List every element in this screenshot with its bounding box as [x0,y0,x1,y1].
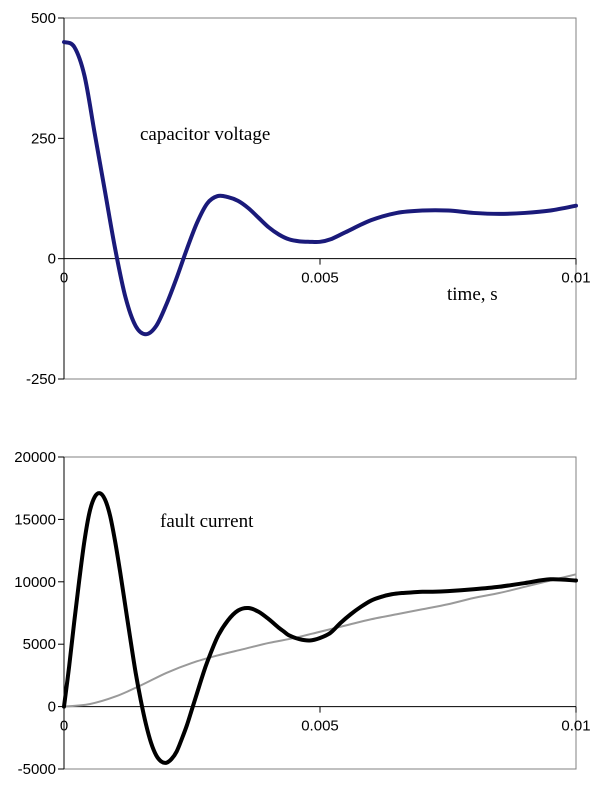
series-line-fault-current [62,491,578,765]
y-tick-label: -250 [26,371,56,388]
y-tick-label: 500 [31,10,56,27]
series-line-capacitor-voltage [62,40,578,337]
fault-current-chart: 20000 15000 10000 5000 0 -5000 0 0.005 0.01 fau… [14,449,590,778]
x-ticks: 0 0.005 0.01 [60,258,591,287]
y-tick-label: 0 [48,251,56,268]
y-tick-label: 0 [48,699,56,716]
x-tick-label: 0.005 [301,270,339,287]
x-tick-label: 0 [60,270,68,287]
x-tick-label: 0.005 [301,718,339,735]
y-tick-label: -5000 [18,761,56,778]
capacitor-voltage-chart: 500 250 0 -250 0 0.005 0.01 capacitor voltage… [26,10,591,388]
y-tick-label: 15000 [14,511,56,528]
x-tick-label: 0.01 [561,270,590,287]
annotation-fault-current: fault current [160,511,254,532]
y-tick-label: 5000 [23,636,56,653]
annotation-capacitor-voltage: capacitor voltage [140,124,270,145]
series-line-secondary [63,573,577,708]
x-tick-label: 0.01 [561,718,590,735]
plot-frame [63,17,577,380]
y-tick-label: 250 [31,130,56,147]
y-tick-label: 20000 [14,449,56,466]
x-tick-label: 0 [60,718,68,735]
y-tick-label: 10000 [14,574,56,591]
y-ticks: 20000 15000 10000 5000 0 -5000 [14,449,64,778]
x-ticks: 0 0.005 0.01 [60,706,591,735]
x-axis-label: time, s [447,284,498,305]
y-ticks: 500 250 0 -250 [26,10,64,388]
